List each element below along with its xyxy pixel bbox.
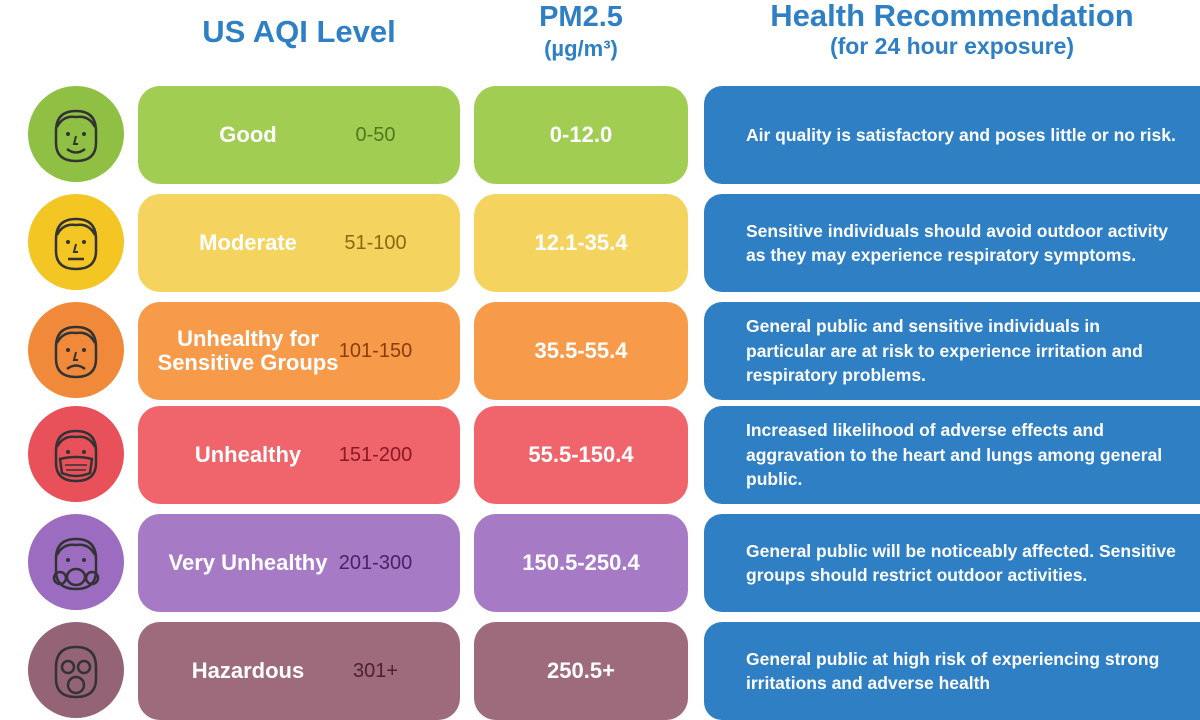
aqi-row: Very Unhealthy 201-300 150.5-250.4 Gener… <box>0 514 1200 612</box>
mask-face-icon <box>28 406 124 502</box>
aqi-level-name: Unhealthy <box>194 442 302 467</box>
pm25-range: 35.5-55.4 <box>474 302 688 400</box>
health-recommendation: General public and sensitive individuals… <box>704 302 1200 400</box>
health-recommendation: Increased likelihood of adverse effects … <box>704 406 1200 504</box>
pm25-range: 12.1-35.4 <box>474 194 688 292</box>
health-recommendation: General public at high risk of experienc… <box>704 622 1200 720</box>
pm25-range: 250.5+ <box>474 622 688 720</box>
pm25-range: 0-12.0 <box>474 86 688 184</box>
aqi-row: Hazardous 301+ 250.5+ General public at … <box>0 622 1200 720</box>
aqi-level-name: Very Unhealthy <box>168 550 328 575</box>
aqi-level-range: 0-50 <box>355 123 396 146</box>
happy-face-icon <box>28 86 124 182</box>
header-pm25-title: PM2.5 <box>539 1 623 33</box>
aqi-level-name: Good <box>219 122 277 147</box>
pm25-range: 55.5-150.4 <box>474 406 688 504</box>
aqi-level-cell: Good 0-50 <box>138 86 460 184</box>
aqi-level-range: 201-300 <box>338 551 413 574</box>
pm25-range: 150.5-250.4 <box>474 514 688 612</box>
header-aqi-level: US AQI Level <box>202 14 396 49</box>
aqi-level-name: Moderate <box>199 230 297 255</box>
aqi-level-range: 101-150 <box>338 339 413 362</box>
gas-mask-face-icon <box>28 622 124 718</box>
aqi-level-cell: Unhealthy 151-200 <box>138 406 460 504</box>
respirator-face-icon <box>28 514 124 610</box>
aqi-row: Moderate 51-100 12.1-35.4 Sensitive indi… <box>0 194 1200 292</box>
health-recommendation: Air quality is satisfactory and poses li… <box>704 86 1200 184</box>
aqi-row: Unhealthy 151-200 55.5-150.4 Increased l… <box>0 406 1200 504</box>
aqi-level-range: 151-200 <box>338 443 413 466</box>
health-recommendation: Sensitive individuals should avoid outdo… <box>704 194 1200 292</box>
neutral-face-icon <box>28 194 124 290</box>
header-health: Health Recommendation (for 24 hour expos… <box>704 0 1200 62</box>
aqi-level-name: Unhealthy for Sensitive Groups <box>157 326 339 375</box>
aqi-level-cell: Moderate 51-100 <box>138 194 460 292</box>
header-health-subtitle: (for 24 hour exposure) <box>829 33 1075 59</box>
header-pm25: PM2.5 (µg/m³) <box>474 2 688 64</box>
aqi-level-range: 301+ <box>352 659 399 682</box>
aqi-row: Good 0-50 0-12.0 Air quality is satisfac… <box>0 86 1200 184</box>
sad-face-icon <box>28 302 124 398</box>
aqi-row: Unhealthy for Sensitive Groups 101-150 3… <box>0 302 1200 400</box>
aqi-level-cell: Unhealthy for Sensitive Groups 101-150 <box>138 302 460 400</box>
aqi-level-cell: Hazardous 301+ <box>138 622 460 720</box>
header-health-title: Health Recommendation <box>770 0 1134 33</box>
header-pm25-unit: (µg/m³) <box>544 36 618 61</box>
aqi-level-range: 51-100 <box>344 231 407 254</box>
health-recommendation: General public will be noticeably affect… <box>704 514 1200 612</box>
aqi-level-cell: Very Unhealthy 201-300 <box>138 514 460 612</box>
